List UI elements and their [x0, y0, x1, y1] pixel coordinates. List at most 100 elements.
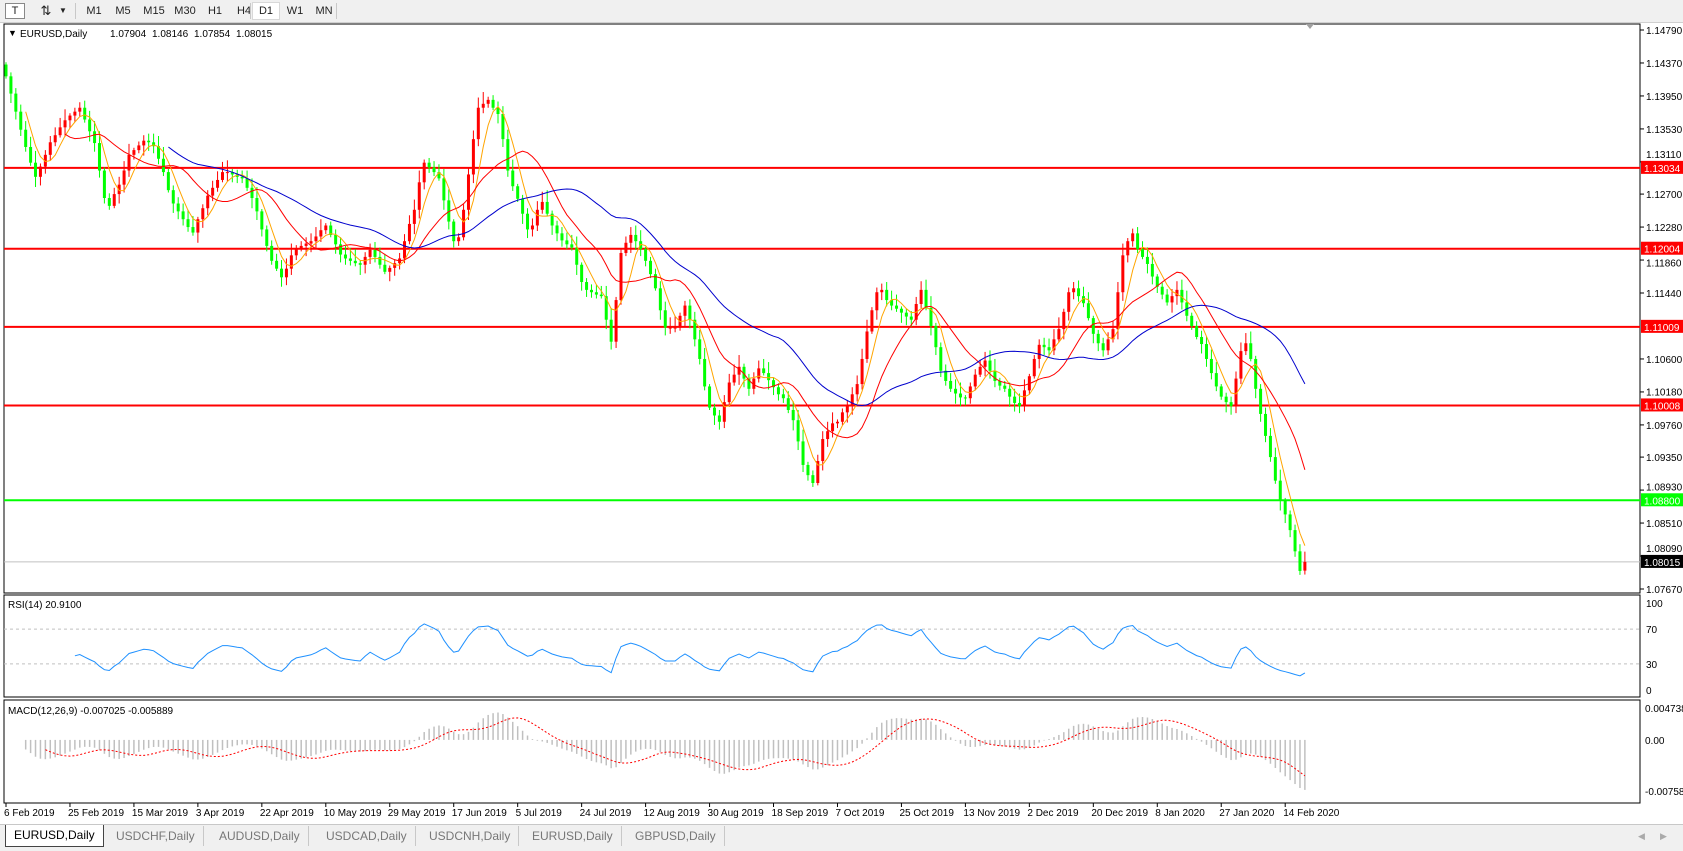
candle-body [471, 139, 475, 175]
tab-usdchf-daily[interactable]: USDCHF,Daily [108, 826, 204, 846]
candle [368, 243, 372, 264]
scroll-left-icon[interactable]: ◀ [1638, 831, 1645, 841]
collapse-triangle-icon[interactable]: ▼ [8, 28, 17, 38]
candle [1264, 407, 1268, 443]
candle [1219, 384, 1223, 400]
timeframe-m30[interactable]: M30 [174, 5, 196, 17]
candle-body [289, 255, 293, 269]
candle-body [102, 170, 106, 199]
timeframe-m15[interactable]: M15 [143, 5, 165, 17]
candle-body [752, 378, 756, 389]
candle-body [885, 289, 889, 301]
candle-body [747, 378, 751, 389]
candle-body [831, 423, 835, 432]
candle [1268, 428, 1272, 462]
candle-body [609, 319, 613, 342]
candle [491, 95, 495, 111]
candle [634, 225, 638, 250]
arrows-objects-icon[interactable]: ⇅ [40, 3, 52, 18]
candle [191, 216, 195, 236]
candle-body [1244, 343, 1248, 352]
candle [83, 100, 87, 123]
candle-body [53, 135, 57, 143]
scroll-right-icon[interactable]: ▶ [1660, 831, 1667, 841]
rsi-axis-label: 70 [1646, 625, 1658, 636]
candle [545, 190, 549, 217]
timeframe-m5[interactable]: M5 [115, 5, 131, 17]
price-tick-label: 1.08090 [1646, 544, 1683, 555]
candle-body [407, 223, 411, 242]
candle [309, 233, 313, 253]
date-tick-label: 22 Apr 2019 [260, 808, 314, 819]
candle-body [220, 172, 224, 180]
candle-body [432, 167, 436, 173]
candle-body [757, 368, 761, 379]
chart-low: 1.07854 [194, 29, 231, 40]
toolbar-separator [336, 3, 337, 19]
candle-body [88, 119, 92, 132]
date-tick-label: 25 Oct 2019 [899, 808, 954, 819]
tab-audusd-daily[interactable]: AUDUSD,Daily [211, 826, 309, 846]
candle-body [585, 282, 589, 290]
candle [919, 281, 923, 308]
timeframe-d1[interactable]: D1 [252, 2, 280, 20]
chevron-down-icon[interactable]: ▼ [59, 6, 67, 15]
candle-body [1106, 339, 1110, 351]
candle [1165, 289, 1169, 306]
candle-body [840, 412, 844, 422]
candle [471, 130, 475, 184]
candle [614, 296, 618, 348]
tab-gbpusd-daily[interactable]: GBPUSD,Daily [627, 826, 725, 846]
tab-usdcnh-daily[interactable]: USDCNH,Daily [421, 826, 520, 846]
candle [476, 97, 480, 147]
candle [1160, 282, 1164, 300]
candle [826, 421, 830, 447]
candle [4, 62, 8, 79]
tab-usdcad-daily[interactable]: USDCAD,Daily [318, 826, 416, 846]
timeframe-h1[interactable]: H1 [207, 5, 223, 17]
tab-eurusd-daily-2[interactable]: EURUSD,Daily [524, 826, 622, 846]
candle-body [1131, 233, 1135, 242]
candle [998, 377, 1002, 391]
macd-axis-label: -0.007585 [1645, 787, 1683, 798]
tab-eurusd-daily[interactable]: EURUSD,Daily [5, 825, 104, 847]
candle [432, 161, 436, 177]
candle-body [280, 268, 284, 278]
candle-body [422, 162, 426, 183]
candle-body [457, 237, 461, 242]
candle-body [806, 464, 810, 476]
candle-body [1273, 457, 1277, 481]
candle [216, 171, 220, 192]
candle-body [48, 142, 52, 155]
macd-axis-label: 0.00 [1645, 736, 1665, 747]
candle-body [378, 256, 382, 265]
timeframe-h4[interactable]: H4 [236, 5, 252, 17]
candle [530, 218, 534, 237]
date-tick-label: 27 Jan 2020 [1219, 808, 1274, 819]
candle-body [211, 187, 215, 196]
candle [904, 308, 908, 326]
candle [727, 373, 731, 407]
date-tick-label: 6 Feb 2019 [4, 808, 55, 819]
candle [24, 121, 28, 152]
candle-body [565, 240, 569, 245]
candle-body [855, 384, 859, 395]
chart-shift-marker-icon[interactable] [1306, 24, 1314, 29]
candle [38, 163, 42, 186]
date-tick-label: 7 Oct 2019 [835, 808, 884, 819]
candle-body [693, 319, 697, 340]
candle-body [791, 409, 795, 421]
candle [1106, 332, 1110, 356]
timeframe-w1[interactable]: W1 [286, 5, 304, 17]
candle [954, 379, 958, 404]
candle-body [1195, 325, 1199, 337]
price-tick-label: 1.10600 [1646, 355, 1683, 366]
candle-body [230, 172, 234, 175]
timeframe-mn[interactable]: MN [315, 5, 333, 17]
toolbar: T ⇅ ▼ M1 M5 M15 M30 H1 H4 D1 W1 MN [0, 0, 1683, 23]
text-label-icon[interactable]: T [5, 3, 25, 19]
candle [427, 157, 431, 173]
candle-body [776, 387, 780, 395]
timeframe-m1[interactable]: M1 [86, 5, 102, 17]
